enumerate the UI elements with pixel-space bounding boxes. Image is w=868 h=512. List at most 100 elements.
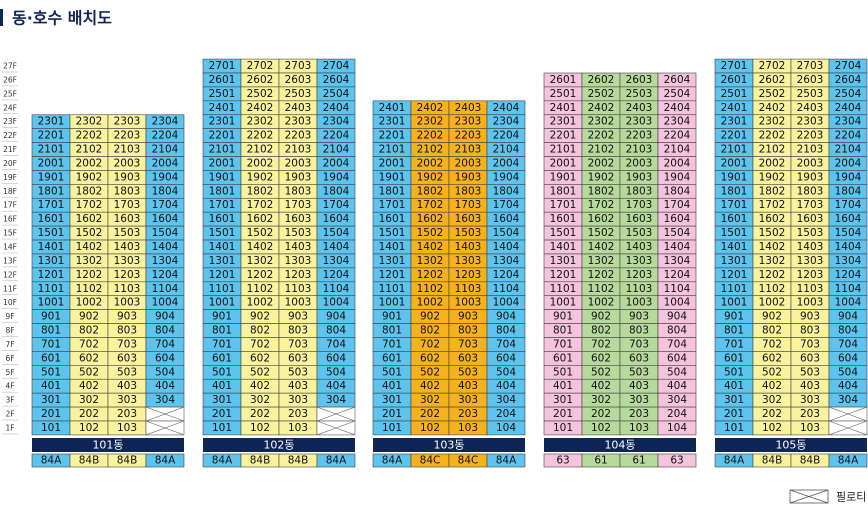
unit-number: 2004: [323, 157, 350, 169]
unit-number: 1802: [247, 185, 274, 197]
unit-number: 1004: [835, 297, 862, 309]
unit-number: 201: [553, 408, 573, 420]
unit-number: 1103: [797, 283, 824, 295]
unit-number: 103: [117, 422, 137, 434]
unit-number: 2201: [550, 130, 577, 142]
unit-number: 2101: [379, 144, 406, 156]
unit-number: 802: [591, 325, 611, 337]
unit-number: 401: [724, 380, 744, 392]
unit-number: 902: [79, 311, 99, 323]
unit-number: 2402: [759, 102, 786, 114]
unit-number: 601: [41, 352, 61, 364]
unit-number: 1804: [152, 185, 179, 197]
unit-number: 1003: [455, 297, 482, 309]
unit-number: 1503: [797, 227, 824, 239]
floor-label: 16F: [3, 215, 17, 224]
unit-number: 602: [79, 352, 99, 364]
unit-number: 1903: [797, 171, 824, 183]
unit-number: 103: [288, 422, 308, 434]
type-label: 84A: [41, 455, 62, 467]
unit-number: 403: [288, 380, 308, 392]
unit-number: 203: [458, 408, 478, 420]
unit-number: 2204: [493, 130, 520, 142]
type-cell: [486, 453, 526, 468]
unit-number: 402: [79, 380, 99, 392]
unit-number: 2202: [588, 130, 615, 142]
unit-number: 1301: [721, 255, 748, 267]
pilotis-cross: [316, 406, 356, 422]
unit-number: 604: [155, 352, 175, 364]
floor-label: 13F: [3, 256, 17, 265]
unit-number: 603: [458, 352, 478, 364]
unit-number: 2503: [626, 88, 653, 100]
unit-number: 1201: [209, 269, 236, 281]
floor-label: 18F: [3, 187, 17, 196]
unit-number: 1202: [76, 269, 103, 281]
floor-label: 9F: [5, 312, 14, 321]
unit-number: 2404: [664, 102, 691, 114]
unit-number: 1904: [323, 171, 350, 183]
unit-number: 801: [724, 325, 744, 337]
unit-number: 2301: [379, 116, 406, 128]
unit-number: 2303: [626, 116, 653, 128]
unit-number: 501: [724, 366, 744, 378]
unit-number: 1501: [209, 227, 236, 239]
unit-number: 1401: [379, 241, 406, 253]
unit-number: 904: [838, 311, 858, 323]
unit-number: 701: [724, 338, 744, 350]
unit-number: 1602: [417, 213, 444, 225]
unit-number: 2102: [417, 144, 444, 156]
unit-number: 2703: [285, 60, 312, 72]
unit-number: 2202: [76, 130, 103, 142]
pilotis-cross: [145, 420, 185, 436]
floor-label: 19F: [3, 173, 17, 182]
unit-number: 401: [41, 380, 61, 392]
unit-number: 304: [155, 394, 175, 406]
building-name: 105동: [775, 439, 806, 452]
unit-number: 304: [838, 394, 858, 406]
unit-number: 903: [629, 311, 649, 323]
unit-number: 2304: [664, 116, 691, 128]
unit-number: 2402: [588, 102, 615, 114]
unit-number: 1603: [797, 213, 824, 225]
unit-number: 2101: [209, 144, 236, 156]
unit-number: 2701: [721, 60, 748, 72]
unit-number: 1302: [76, 255, 103, 267]
unit-number: 2302: [247, 116, 274, 128]
floor-label: 25F: [3, 89, 17, 98]
unit-number: 2302: [588, 116, 615, 128]
type-label: 84B: [117, 455, 138, 467]
unit-number: 2603: [626, 74, 653, 86]
unit-number: 803: [288, 325, 308, 337]
unit-number: 603: [117, 352, 137, 364]
unit-number: 504: [155, 366, 175, 378]
type-label: 84A: [212, 455, 233, 467]
unit-number: 1102: [76, 283, 103, 295]
unit-number: 2101: [721, 144, 748, 156]
unit-number: 2401: [721, 102, 748, 114]
unit-number: 902: [591, 311, 611, 323]
unit-number: 802: [762, 325, 782, 337]
unit-number: 601: [382, 352, 402, 364]
unit-number: 103: [629, 422, 649, 434]
unit-number: 803: [800, 325, 820, 337]
unit-number: 803: [458, 325, 478, 337]
unit-number: 2003: [114, 157, 141, 169]
unit-number: 702: [79, 338, 99, 350]
legend-label: 필로티: [836, 491, 866, 504]
unit-number: 1603: [455, 213, 482, 225]
unit-number: 202: [762, 408, 782, 420]
unit-number: 904: [155, 311, 175, 323]
unit-number: 1202: [417, 269, 444, 281]
unit-number: 803: [117, 325, 137, 337]
unit-number: 2201: [38, 130, 65, 142]
floor-label: 12F: [3, 270, 17, 279]
unit-number: 503: [800, 366, 820, 378]
unit-number: 1504: [493, 227, 520, 239]
unit-number: 704: [838, 338, 858, 350]
unit-number: 603: [800, 352, 820, 364]
pilotis-cross: [828, 406, 868, 422]
building-bar: [544, 438, 696, 452]
unit-number: 202: [420, 408, 440, 420]
